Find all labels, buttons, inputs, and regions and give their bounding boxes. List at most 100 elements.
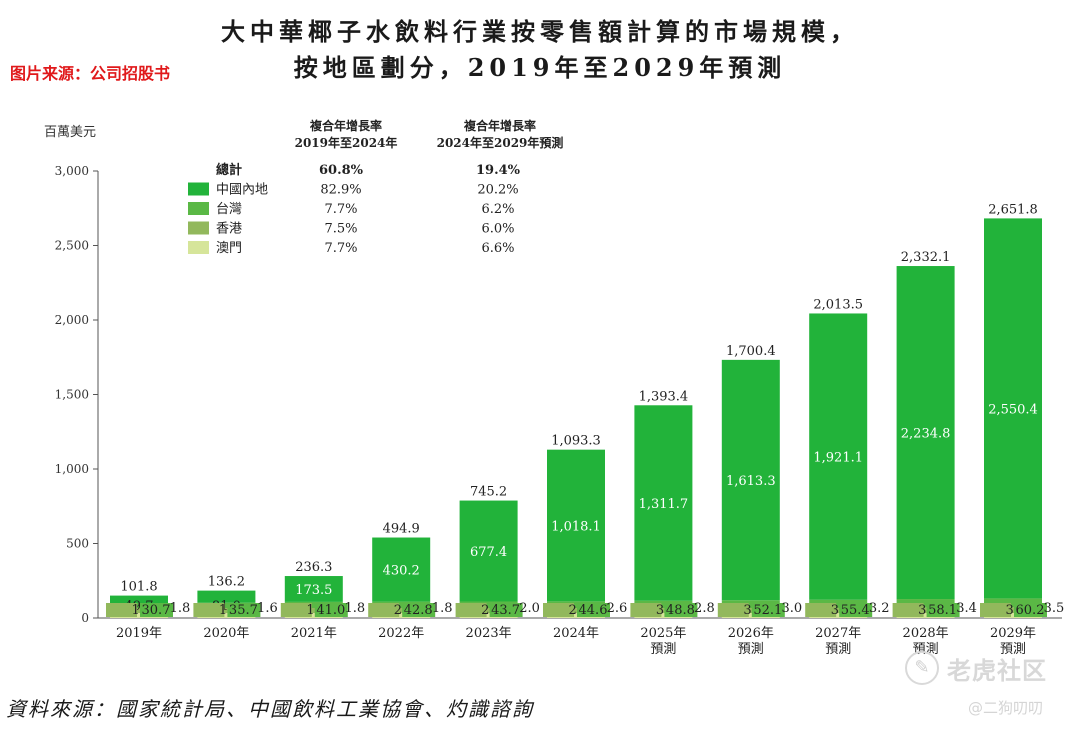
taiwan-label-bg (314, 603, 348, 617)
author-watermark: @二狗叨叨 (968, 699, 1044, 717)
taiwan-value-label: 48.8 (666, 603, 695, 618)
taiwan-label-bg (489, 603, 523, 617)
legend-label: 台灣 (216, 202, 242, 217)
taiwan-label-bg (1014, 603, 1047, 617)
x-tick-label: 2021年 (291, 626, 337, 641)
legend-swatch-hongkong (188, 221, 209, 235)
taiwan-value-label: 58.1 (928, 603, 957, 618)
x-tick-label: 2020年 (203, 626, 249, 641)
data-source-footnote: 資料來源：國家統計局、中國飲料工業協會、灼識諮詢 (6, 697, 534, 721)
bar-segment-taiwan (896, 599, 955, 608)
total-label: 745.2 (470, 485, 507, 500)
bar-segment-taiwan (721, 600, 780, 608)
bar-segment-mainland (809, 313, 868, 600)
y-tick-label: 1,500 (55, 388, 89, 402)
bar-segment-hongkong (197, 608, 256, 613)
bar-segment-taiwan (634, 600, 693, 608)
legend-cagr2: 19.4% (476, 163, 521, 178)
community-watermark: 老虎社区 (947, 657, 1047, 685)
cagr-header-2-line2: 2024年至2029年預測 (437, 135, 564, 150)
taiwan-value-label: 35.7 (229, 603, 258, 618)
macau-value-label: 1.8 (432, 601, 453, 616)
bar-segment-macau (459, 613, 518, 618)
x-tick-label: 預測 (738, 642, 764, 657)
bar-segment-mainland (984, 218, 1042, 599)
macau-value-label: 1.8 (170, 601, 191, 616)
mainland-value-label: 1,921.1 (813, 451, 863, 466)
taiwan-label-bg (664, 603, 698, 617)
mainland-value-label: 2,550.4 (988, 402, 1038, 417)
legend-label: 香港 (216, 222, 242, 237)
total-label: 101.8 (120, 580, 157, 595)
legend-swatch-taiwan (188, 202, 209, 215)
y-tick-label: 500 (66, 537, 89, 551)
legend-cagr2: 6.0% (481, 222, 514, 237)
mainland-value-label: 1,311.7 (639, 497, 689, 512)
bar-segment-taiwan (197, 602, 256, 608)
macau-value-label: 3.4 (956, 601, 977, 616)
mainland-value-label: 1,018.1 (551, 520, 601, 535)
mainland-value-label: 173.5 (295, 583, 332, 598)
legend-swatch-macau (188, 241, 209, 254)
taiwan-value-label: 52.1 (753, 603, 782, 618)
y-tick-label: 3,000 (55, 164, 89, 178)
total-label: 2,332.1 (901, 250, 951, 265)
mainland-value-label: 430.2 (383, 564, 420, 579)
bar-segment-taiwan (459, 601, 518, 608)
image-source-watermark: 图片来源：公司招股书 (10, 64, 171, 83)
legend-cagr1: 7.7% (324, 241, 357, 256)
bar-segment-hongkong (984, 607, 1042, 613)
x-tick-label: 預測 (650, 642, 676, 657)
total-label: 1,093.3 (551, 434, 601, 449)
bar-segment-macau (634, 613, 693, 618)
total-label: 2,013.5 (813, 297, 863, 312)
legend-swatch-mainland (188, 182, 209, 196)
bar-segment-macau (896, 613, 955, 618)
x-tick-label: 預測 (825, 642, 851, 657)
taiwan-value-label: 44.6 (579, 603, 608, 618)
legend-cagr2: 6.6% (481, 241, 514, 256)
cagr-header-2-line1: 複合年增長率 (463, 118, 536, 133)
macau-value-label: 2.0 (519, 601, 540, 616)
hongkong-label-bg (193, 603, 225, 617)
cagr-header-1-line2: 2019年至2024年 (295, 135, 398, 150)
bar-segment-mainland (721, 359, 780, 601)
cagr-header-1-line1: 複合年增長率 (309, 118, 382, 133)
x-tick-label: 2023年 (466, 626, 512, 641)
y-tick-label: 1,000 (55, 462, 89, 476)
tiger-logo-icon: ✎ (905, 651, 939, 685)
hongkong-label-bg (980, 603, 1011, 617)
total-label: 1,393.4 (639, 389, 689, 404)
hongkong-label-bg (805, 603, 837, 617)
bar-segment-macau (984, 613, 1042, 618)
x-tick-label: 2026年 (728, 626, 774, 641)
bar-segment-mainland (284, 576, 343, 602)
bar-segment-hongkong (721, 608, 780, 613)
total-label: 236.3 (295, 560, 332, 575)
total-label: 2,651.8 (988, 202, 1038, 217)
bar-segment-mainland (634, 405, 693, 601)
mainland-value-label: 677.4 (470, 545, 507, 560)
macau-value-label: 2.8 (694, 601, 715, 616)
x-tick-label: 2024年 (553, 626, 599, 641)
bar-segment-macau (197, 613, 256, 618)
hongkong-label-bg (717, 603, 749, 617)
taiwan-value-label: 30.7 (142, 603, 171, 618)
taiwan-value-label: 55.4 (841, 603, 870, 618)
taiwan-value-label: 41.0 (316, 603, 345, 618)
macau-value-label: 3.0 (781, 601, 802, 616)
x-tick-label: 2022年 (378, 626, 424, 641)
taiwan-label-bg (227, 603, 261, 617)
bar-segment-taiwan (110, 603, 168, 608)
y-tick-label: 2,000 (55, 313, 89, 327)
bar-segment-mainland (547, 449, 605, 602)
y-axis-label: 百萬美元 (44, 125, 96, 140)
bar-segment-macau (721, 613, 780, 618)
taiwan-value-label: 43.7 (491, 603, 520, 618)
bar-segment-mainland (372, 537, 431, 602)
bar-segment-hongkong (110, 608, 168, 613)
legend-cagr1: 60.8% (319, 163, 364, 178)
hongkong-label-bg (892, 603, 924, 617)
y-tick-label: 2,500 (55, 239, 89, 253)
bar-segment-taiwan (809, 599, 868, 608)
